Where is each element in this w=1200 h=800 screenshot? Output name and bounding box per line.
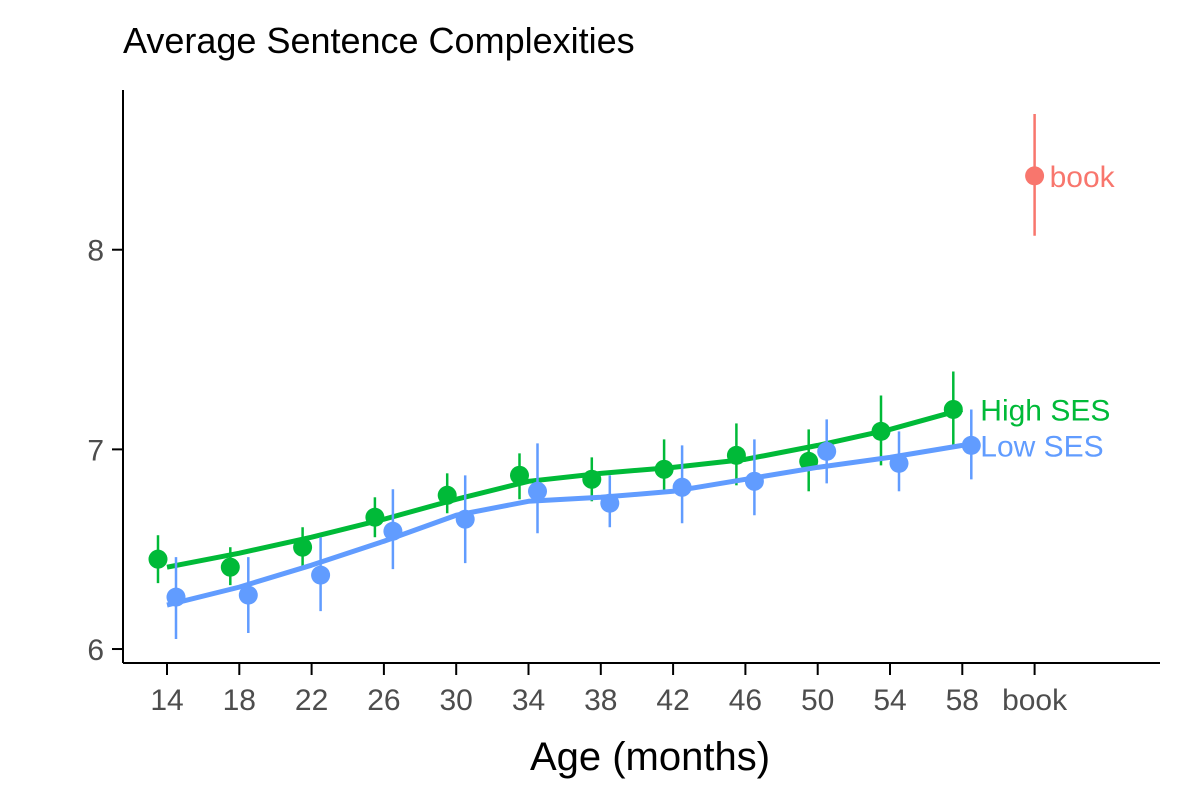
data-point: [1025, 166, 1045, 186]
data-point: [166, 587, 186, 607]
x-tick-label: book: [1002, 684, 1068, 717]
data-point: [383, 521, 403, 541]
data-point: [582, 469, 602, 489]
series-label: book: [1050, 161, 1116, 194]
x-ticks: 14 18 22 26 30 34 38 42 46 50 54 58 book: [150, 663, 1068, 717]
data-point: [744, 471, 764, 491]
x-tick-label: 58: [946, 684, 979, 717]
data-point: [654, 459, 674, 479]
y-tick-label: 8: [87, 235, 104, 268]
x-tick-label: 38: [584, 684, 617, 717]
trend-line: [166, 407, 963, 570]
y-ticks: 6 7 8: [87, 235, 123, 667]
data-point: [437, 485, 457, 505]
x-tick-label: 14: [150, 684, 183, 717]
series-label: Low SES: [980, 430, 1103, 463]
x-tick-label: 18: [223, 684, 256, 717]
trend-line: [166, 442, 963, 608]
data-point: [871, 421, 891, 441]
data-point: [293, 537, 313, 557]
data-point: [455, 509, 475, 529]
x-tick-label: 30: [440, 684, 473, 717]
data-point: [148, 549, 168, 569]
x-tick-label: 22: [295, 684, 328, 717]
x-tick-label: 50: [801, 684, 834, 717]
series-layer: [148, 113, 1045, 640]
x-tick-label: 26: [367, 684, 400, 717]
data-point: [672, 477, 692, 497]
data-point: [238, 585, 258, 605]
data-point: [943, 399, 963, 419]
x-tick-label: 42: [656, 684, 689, 717]
data-point: [220, 557, 240, 577]
x-tick-label: 34: [512, 684, 545, 717]
y-tick-label: 6: [87, 634, 104, 667]
x-axis-label: Age (months): [530, 735, 770, 779]
data-point: [726, 445, 746, 465]
data-point: [817, 441, 837, 461]
data-point: [510, 465, 529, 485]
x-tick-label: 46: [729, 684, 762, 717]
data-point: [365, 507, 385, 527]
data-point: [311, 565, 331, 585]
data-point: [600, 493, 620, 513]
data-point: [961, 435, 981, 455]
series-low-ses: [166, 409, 981, 640]
data-point: [528, 481, 547, 501]
y-tick-label: 7: [87, 434, 104, 467]
series-book: [1025, 113, 1045, 236]
series-high-ses: [148, 371, 963, 586]
chart-title: Average Sentence Complexities: [123, 20, 635, 61]
x-tick-label: 54: [873, 684, 906, 717]
data-point: [889, 453, 909, 473]
series-label: High SES: [980, 394, 1110, 427]
